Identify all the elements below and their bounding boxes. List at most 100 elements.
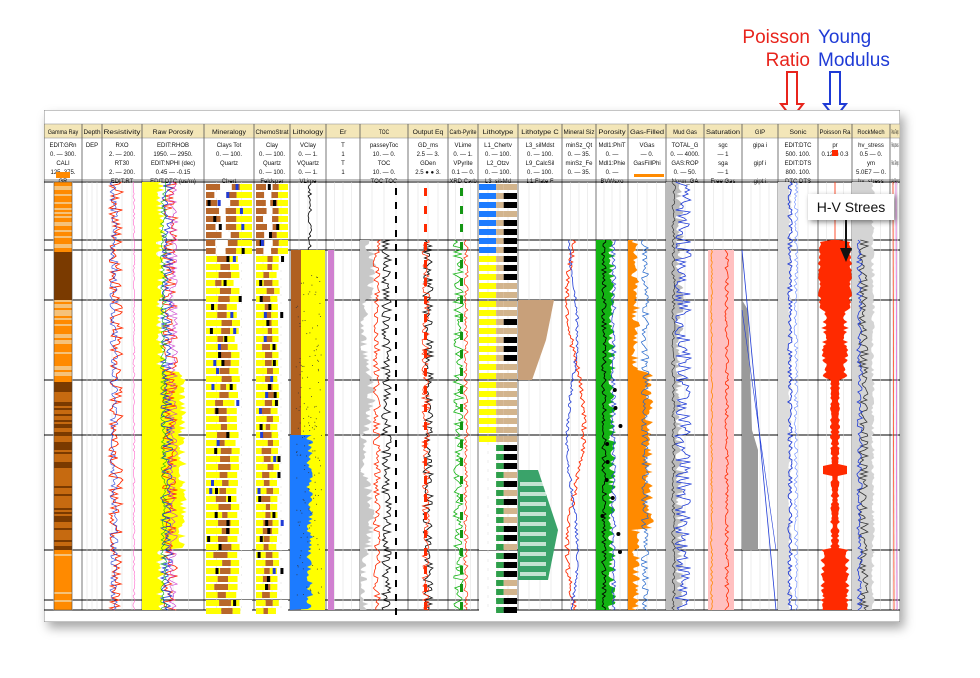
mineral-marker: [241, 248, 245, 254]
lithology-dot: [303, 403, 305, 405]
track-header-text: VLime: [454, 143, 472, 149]
gr-fill: [54, 580, 72, 582]
mineral-block: [278, 360, 288, 366]
track-header-text: L2_Otzv: [487, 161, 509, 167]
lithology-dot: [304, 491, 306, 493]
mineral-block: [271, 312, 278, 318]
mineral-block: [206, 416, 219, 422]
gden-dash: [424, 530, 427, 538]
track-header-text: 0.5 — 0.: [860, 152, 883, 158]
gr-fill: [54, 260, 72, 262]
gr-fill: [54, 396, 72, 398]
lithology-dot: [300, 386, 302, 388]
gr-fill: [54, 384, 72, 386]
gden-dash: [424, 548, 427, 556]
toc-dash: [395, 440, 397, 447]
gr-fill: [54, 570, 72, 572]
mineral-block: [269, 480, 277, 486]
mineral-block: [206, 560, 223, 566]
gr-fill: [54, 460, 72, 462]
lithotype-c-stripe: [520, 482, 546, 486]
lithology-dot: [320, 354, 322, 356]
toc-dash: [395, 188, 397, 195]
mineral-block: [238, 528, 252, 534]
lithotype-block: [496, 202, 504, 208]
mineral-block: [263, 248, 272, 254]
lithology-dot: [318, 360, 320, 362]
mineral-block: [273, 464, 280, 470]
mineral-marker-blue: [232, 256, 236, 262]
track-header-text: 0. — 100.: [485, 170, 511, 176]
dtc-sonic-curve: [786, 181, 794, 611]
lithotype-block: [496, 427, 504, 433]
lithotype-block: [479, 202, 497, 208]
lithotype-block: [503, 445, 517, 451]
mineral-block: [206, 592, 218, 598]
pr-swatch: [832, 150, 838, 156]
mineral-marker: [273, 392, 277, 398]
mineral-block: [256, 248, 264, 254]
lithology-dot: [297, 316, 299, 318]
lithotype-block: [479, 211, 497, 217]
carb-dash: [460, 278, 463, 286]
mineral-block: [277, 504, 288, 510]
mineral-block: [230, 464, 240, 470]
track-header-text: Res:press: [892, 143, 899, 149]
mineral-block: [206, 552, 214, 558]
lithology-dot: [310, 512, 312, 514]
gr-fill: [54, 190, 72, 192]
mineral-block: [231, 288, 240, 294]
young-callout-line1: Young: [818, 27, 872, 48]
lithology-dot: [314, 425, 316, 427]
gden-dash: [424, 242, 427, 250]
lithotype-c-stripe: [520, 502, 546, 506]
mineral-block: [269, 592, 278, 598]
carb-dash: [460, 566, 463, 574]
track-header-text: 0. — 35.: [568, 170, 591, 176]
mineral-block: [278, 384, 288, 390]
gr-fill: [54, 192, 72, 194]
mineral-block: [271, 432, 279, 438]
gr-fill: [54, 438, 72, 440]
toc-dash: [395, 510, 397, 517]
mineral-block: [222, 360, 231, 366]
mineral-block: [256, 392, 267, 398]
gr-fill: [54, 436, 72, 438]
gr-fill: [54, 292, 72, 294]
gr-fill: [54, 596, 72, 598]
lithotype-block: [479, 580, 497, 586]
gr-fill: [54, 456, 72, 458]
gr-fill: [54, 490, 72, 492]
lithotype-block: [496, 283, 504, 289]
lithotype-block: [479, 256, 497, 262]
mineral-block: [218, 440, 225, 446]
lithotype-block: [503, 337, 517, 343]
mineral-block: [236, 408, 252, 414]
mineral-block: [230, 520, 240, 526]
gr-fill: [54, 418, 72, 420]
mineral-block: [272, 520, 279, 526]
track-header-text: Clay: [266, 143, 278, 149]
mineral-block: [256, 440, 268, 446]
mineral-block: [256, 488, 267, 494]
mineral-block: [277, 376, 288, 382]
gr-fill: [54, 200, 72, 202]
mineral-block: [239, 568, 252, 574]
mineral-block: [206, 264, 221, 270]
track-header-text: Clays Tot: [217, 143, 242, 149]
lithology-dot: [314, 450, 316, 452]
mineral-block: [225, 216, 237, 222]
lithotype-block: [496, 499, 504, 505]
mineral-block: [277, 248, 288, 254]
mineral-block: [235, 440, 252, 446]
lithology-dot: [320, 465, 322, 467]
gr-fill: [54, 468, 72, 470]
gr-fill: [54, 354, 72, 356]
lithology-dot: [297, 565, 299, 567]
track-title: Raw Porosity: [153, 129, 195, 136]
gr-fill: [54, 230, 72, 232]
lithotype-block: [496, 580, 504, 586]
mineral-block: [231, 272, 240, 278]
mineral-block: [267, 464, 274, 470]
mineral-block: [239, 288, 252, 294]
